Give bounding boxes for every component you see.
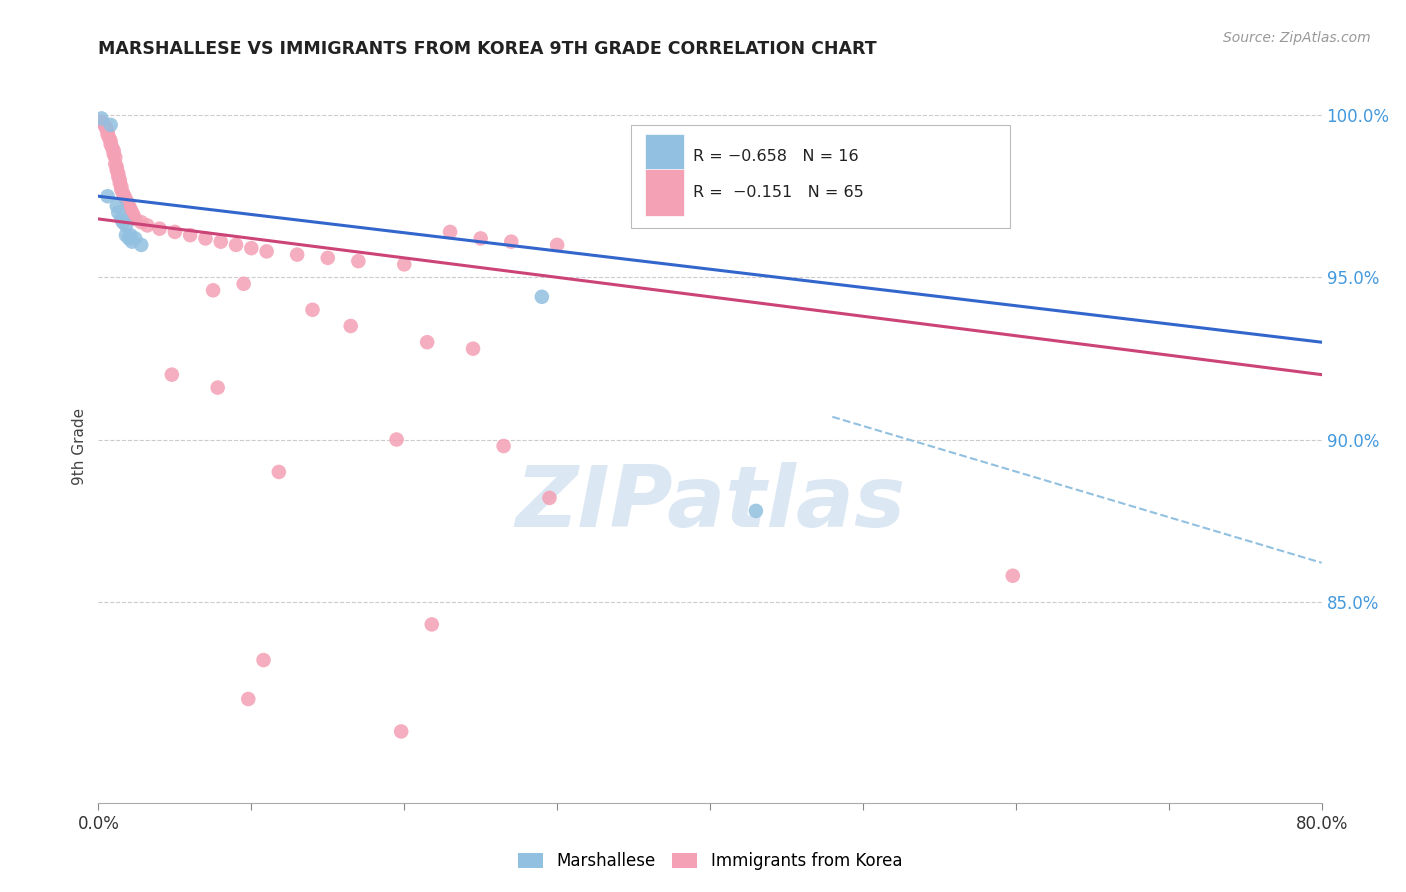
Point bbox=[90, 114, 112, 128]
Point bbox=[110, 179, 132, 194]
Point bbox=[107, 167, 129, 181]
Point bbox=[240, 241, 263, 255]
Point bbox=[103, 147, 125, 161]
Point bbox=[100, 137, 122, 152]
Point bbox=[225, 238, 247, 252]
Point bbox=[97, 189, 120, 203]
Point bbox=[232, 277, 254, 291]
Text: R = −0.658   N = 16: R = −0.658 N = 16 bbox=[693, 150, 859, 164]
Point bbox=[124, 211, 146, 226]
Point bbox=[112, 189, 135, 203]
Point bbox=[745, 504, 768, 518]
Y-axis label: 9th Grade: 9th Grade bbox=[72, 408, 87, 484]
Text: MARSHALLESE VS IMMIGRANTS FROM KOREA 9TH GRADE CORRELATION CHART: MARSHALLESE VS IMMIGRANTS FROM KOREA 9TH… bbox=[98, 40, 877, 58]
Point bbox=[97, 124, 120, 138]
Point bbox=[316, 251, 339, 265]
Point bbox=[492, 439, 515, 453]
Point bbox=[93, 118, 115, 132]
Point bbox=[209, 235, 232, 249]
Point bbox=[105, 163, 128, 178]
Point bbox=[115, 219, 138, 233]
Point bbox=[301, 302, 323, 317]
Point bbox=[439, 225, 461, 239]
Point bbox=[107, 205, 129, 219]
Point bbox=[104, 150, 127, 164]
Point bbox=[347, 254, 370, 268]
Point bbox=[194, 231, 217, 245]
FancyBboxPatch shape bbox=[645, 134, 685, 180]
Point bbox=[121, 205, 143, 219]
Point bbox=[339, 318, 361, 333]
Point bbox=[107, 169, 129, 184]
Point bbox=[252, 653, 274, 667]
Point bbox=[267, 465, 290, 479]
Point bbox=[111, 215, 134, 229]
Point bbox=[115, 193, 138, 207]
Point bbox=[97, 128, 120, 142]
Point bbox=[538, 491, 561, 505]
Text: ZIPatlas: ZIPatlas bbox=[515, 461, 905, 545]
Point bbox=[110, 211, 132, 226]
Point bbox=[104, 157, 127, 171]
Point bbox=[110, 183, 132, 197]
Point bbox=[285, 247, 308, 261]
Point bbox=[420, 617, 443, 632]
Point bbox=[105, 199, 128, 213]
Text: R =  −0.151   N = 65: R = −0.151 N = 65 bbox=[693, 186, 863, 200]
Point bbox=[501, 235, 523, 249]
Point bbox=[94, 121, 117, 136]
Point bbox=[108, 176, 131, 190]
Point bbox=[546, 238, 568, 252]
Point bbox=[160, 368, 183, 382]
Point bbox=[121, 235, 143, 249]
Point bbox=[389, 724, 412, 739]
Point bbox=[108, 173, 131, 187]
Point bbox=[100, 118, 122, 132]
Point bbox=[256, 244, 278, 259]
Point bbox=[207, 381, 229, 395]
Point bbox=[461, 342, 484, 356]
Point bbox=[103, 144, 125, 158]
Point bbox=[136, 219, 159, 233]
Point bbox=[163, 225, 186, 239]
Point bbox=[1001, 568, 1024, 582]
Point bbox=[149, 221, 172, 235]
FancyBboxPatch shape bbox=[630, 125, 1010, 228]
Point bbox=[416, 335, 439, 350]
Point bbox=[129, 215, 152, 229]
Point bbox=[122, 209, 145, 223]
Point bbox=[115, 228, 138, 243]
Legend: Marshallese, Immigrants from Korea: Marshallese, Immigrants from Korea bbox=[512, 846, 908, 877]
Point bbox=[100, 134, 122, 148]
Point bbox=[238, 692, 260, 706]
Point bbox=[105, 160, 128, 174]
Point bbox=[98, 131, 121, 145]
Point bbox=[392, 257, 416, 271]
Point bbox=[202, 283, 225, 297]
Point bbox=[111, 186, 134, 200]
Point bbox=[129, 238, 152, 252]
Point bbox=[530, 290, 553, 304]
Point bbox=[385, 433, 408, 447]
Point bbox=[117, 195, 139, 210]
Point bbox=[470, 231, 492, 245]
Text: Source: ZipAtlas.com: Source: ZipAtlas.com bbox=[1223, 31, 1371, 45]
Point bbox=[90, 112, 112, 126]
Point bbox=[118, 231, 141, 245]
Point bbox=[118, 199, 141, 213]
Point bbox=[101, 140, 124, 154]
Point bbox=[124, 231, 146, 245]
Point bbox=[179, 228, 201, 243]
FancyBboxPatch shape bbox=[645, 169, 685, 216]
Point bbox=[120, 202, 142, 217]
Point bbox=[120, 228, 142, 243]
